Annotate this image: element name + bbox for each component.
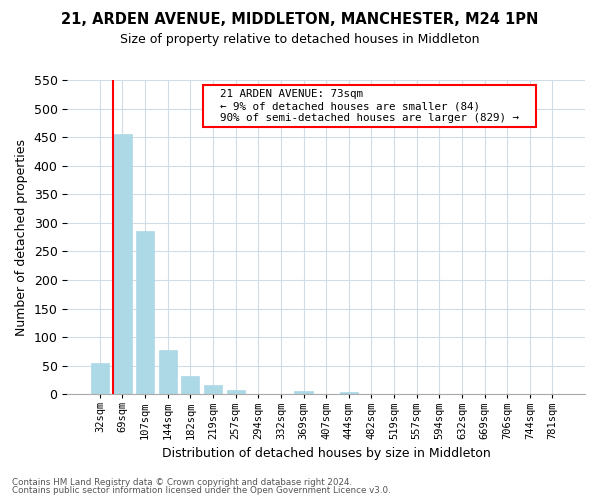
X-axis label: Distribution of detached houses by size in Middleton: Distribution of detached houses by size …: [162, 447, 491, 460]
Bar: [91, 363, 109, 394]
Bar: [204, 384, 222, 394]
Bar: [340, 392, 358, 394]
Text: 21, ARDEN AVENUE, MIDDLETON, MANCHESTER, M24 1PN: 21, ARDEN AVENUE, MIDDLETON, MANCHESTER,…: [61, 12, 539, 28]
Bar: [181, 376, 199, 394]
Y-axis label: Number of detached properties: Number of detached properties: [15, 138, 28, 336]
Bar: [113, 134, 131, 394]
Text: Contains public sector information licensed under the Open Government Licence v3: Contains public sector information licen…: [12, 486, 391, 495]
Text: Contains HM Land Registry data © Crown copyright and database right 2024.: Contains HM Land Registry data © Crown c…: [12, 478, 352, 487]
Text: Size of property relative to detached houses in Middleton: Size of property relative to detached ho…: [120, 32, 480, 46]
Bar: [227, 390, 245, 394]
Text: 21 ARDEN AVENUE: 73sqm
  ← 9% of detached houses are smaller (84)
  90% of semi-: 21 ARDEN AVENUE: 73sqm ← 9% of detached …: [207, 90, 532, 122]
Bar: [295, 391, 313, 394]
Bar: [158, 350, 177, 394]
Bar: [136, 232, 154, 394]
